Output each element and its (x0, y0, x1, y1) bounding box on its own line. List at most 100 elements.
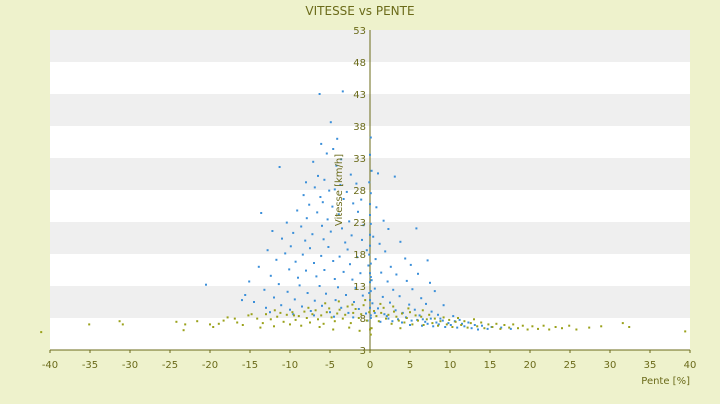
data-point-series-1 (369, 214, 371, 216)
data-point-series-1 (369, 299, 371, 302)
data-point-series-2 (414, 314, 417, 317)
data-point-series-2 (314, 309, 317, 312)
data-point-series-2 (338, 308, 341, 311)
data-point-series-1 (375, 206, 378, 209)
data-point-series-1 (263, 288, 266, 291)
data-point-series-1 (321, 201, 324, 204)
data-point-series-2 (182, 329, 185, 332)
data-point-series-2 (300, 324, 303, 327)
y-tick-label: 38 (353, 122, 366, 133)
data-point-series-2 (317, 318, 319, 321)
data-point-series-2 (261, 322, 264, 325)
data-point-series-1 (311, 233, 314, 236)
x-tick-label: 0 (367, 360, 373, 371)
data-point-series-2 (332, 328, 335, 331)
data-point-series-2 (628, 326, 631, 328)
data-point-series-1 (370, 169, 373, 172)
data-point-series-2 (399, 327, 402, 330)
data-point-series-1 (392, 288, 395, 291)
data-point-series-1 (437, 323, 440, 326)
data-point-series-1 (386, 280, 389, 283)
data-point-series-1 (333, 315, 335, 318)
data-point-series-2 (375, 315, 378, 318)
data-point-series-1 (349, 173, 352, 176)
data-point-series-2 (341, 317, 344, 320)
data-point-series-2 (303, 310, 306, 313)
data-point-series-1 (257, 265, 260, 268)
data-point-series-2 (212, 326, 215, 328)
data-point-series-1 (301, 305, 303, 308)
data-point-series-1 (336, 137, 339, 140)
data-point-series-1 (477, 328, 479, 331)
data-point-series-2 (526, 328, 529, 331)
data-point-series-1 (408, 303, 411, 306)
data-point-series-2 (542, 324, 545, 327)
data-point-series-2 (463, 320, 466, 323)
data-point-series-1 (433, 290, 436, 293)
data-point-series-1 (289, 245, 292, 248)
data-point-series-2 (393, 310, 395, 313)
chart-title: VITESSE vs PENTE (305, 4, 414, 18)
data-point-series-2 (349, 322, 352, 325)
data-point-series-2 (285, 313, 288, 316)
data-point-series-1 (308, 203, 311, 206)
data-point-series-2 (409, 311, 411, 314)
data-point-series-1 (365, 249, 368, 252)
data-point-series-1 (357, 210, 359, 213)
data-point-series-1 (344, 241, 347, 244)
data-point-series-1 (273, 296, 275, 299)
y-tick-label: 53 (353, 26, 366, 37)
data-point-series-2 (358, 329, 361, 332)
data-point-series-1 (326, 218, 329, 221)
data-point-series-1 (467, 321, 470, 324)
data-point-series-1 (313, 186, 316, 189)
y-tick-label: 23 (353, 218, 366, 229)
data-point-series-2 (684, 330, 687, 333)
data-point-series-2 (273, 309, 276, 312)
data-point-series-1 (318, 93, 321, 95)
data-point-series-1 (332, 148, 335, 150)
data-point-series-2 (320, 314, 323, 317)
x-tick-label: -40 (42, 360, 58, 371)
data-point-series-1 (265, 306, 267, 309)
data-point-series-2 (368, 311, 371, 314)
data-point-series-2 (369, 328, 371, 331)
data-point-series-1 (244, 294, 247, 296)
data-point-series-2 (88, 323, 91, 326)
data-point-series-1 (369, 136, 372, 139)
data-point-series-1 (387, 317, 390, 320)
data-point-series-2 (333, 320, 336, 323)
data-point-series-2 (282, 320, 285, 323)
data-point-series-1 (331, 205, 334, 208)
data-point-series-2 (279, 311, 282, 314)
data-point-series-1 (271, 230, 274, 232)
data-point-series-1 (410, 319, 413, 322)
data-point-series-1 (486, 327, 489, 330)
data-point-series-1 (284, 252, 287, 255)
data-point-series-1 (444, 326, 447, 328)
data-point-series-1 (323, 178, 326, 181)
data-point-series-1 (369, 276, 372, 278)
data-point-series-1 (421, 324, 423, 327)
data-point-series-1 (418, 314, 421, 317)
data-point-series-1 (369, 281, 371, 284)
data-point-series-2 (250, 313, 253, 316)
data-point-series-2 (537, 327, 539, 330)
data-point-series-2 (512, 323, 515, 326)
data-point-series-2 (499, 327, 502, 330)
data-point-series-2 (293, 314, 295, 317)
data-point-series-1 (447, 322, 450, 325)
data-point-series-2 (491, 326, 494, 328)
data-point-series-1 (329, 311, 331, 314)
data-point-series-2 (318, 326, 321, 328)
data-point-series-2 (521, 324, 524, 327)
data-point-series-2 (289, 323, 291, 326)
data-point-series-1 (350, 234, 353, 237)
data-point-series-1 (304, 239, 307, 242)
x-tick-label: -35 (82, 360, 98, 371)
data-point-series-1 (337, 286, 339, 289)
data-point-series-2 (588, 326, 591, 329)
data-point-series-2 (442, 316, 445, 319)
x-tick-label: -30 (122, 360, 138, 371)
